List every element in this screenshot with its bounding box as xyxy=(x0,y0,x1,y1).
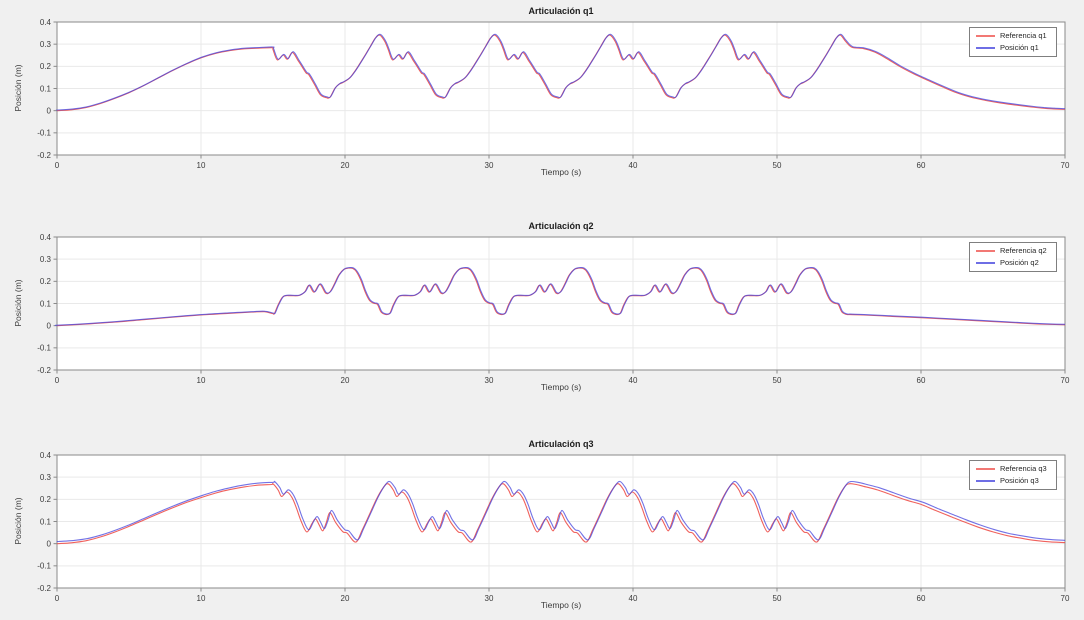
x-tick-label: 20 xyxy=(341,376,350,385)
x-tick-label: 20 xyxy=(341,594,350,603)
legend-q1: Referencia q1 Posición q1 xyxy=(969,27,1057,57)
x-tick-label: 0 xyxy=(55,594,60,603)
legend-line-referencia-q3 xyxy=(976,468,995,470)
y-tick-label: 0.1 xyxy=(40,517,52,526)
legend-line-referencia-q1 xyxy=(976,35,995,37)
y-tick-label: -0.1 xyxy=(37,344,51,353)
y-axis-label-q2: Posición (m) xyxy=(13,279,23,327)
y-tick-label: 0 xyxy=(47,539,52,548)
series-path-posicion xyxy=(56,480,1066,543)
x-tick-label: 60 xyxy=(917,161,926,170)
x-tick-label: 70 xyxy=(1061,594,1070,603)
x-tick-label: 40 xyxy=(629,161,638,170)
y-tick-label: 0.2 xyxy=(40,495,52,504)
chart-title-q3: Articulación q3 xyxy=(528,439,594,449)
x-axis-label-q3: Tiempo (s) xyxy=(540,600,582,610)
y-tick-label: 0.3 xyxy=(40,40,52,49)
legend-label-posicion-q3: Posición q3 xyxy=(1000,476,1039,485)
y-tick-label: -0.2 xyxy=(37,151,51,160)
x-axis-label-q1: Tiempo (s) xyxy=(540,167,582,177)
x-tick-label: 20 xyxy=(341,161,350,170)
legend-label-referencia-q2: Referencia q2 xyxy=(1000,246,1047,255)
y-tick-label: 0.4 xyxy=(40,451,52,460)
x-tick-label: 30 xyxy=(485,161,494,170)
x-tick-label: 70 xyxy=(1061,161,1070,170)
legend-item-referencia-q2: Referencia q2 xyxy=(976,246,1052,256)
y-tick-label: 0.1 xyxy=(40,299,52,308)
legend-item-posicion-q3: Posición q3 xyxy=(976,476,1052,486)
legend-item-posicion-q2: Posición q2 xyxy=(976,258,1052,268)
x-tick-label: 10 xyxy=(197,376,206,385)
x-tick-label: 10 xyxy=(197,594,206,603)
x-tick-label: 10 xyxy=(197,161,206,170)
x-tick-label: 0 xyxy=(55,376,60,385)
y-tick-label: 0 xyxy=(47,321,52,330)
legend-line-referencia-q2 xyxy=(976,250,995,252)
y-tick-label: 0.4 xyxy=(40,233,52,242)
legend-line-posicion-q1 xyxy=(976,47,995,49)
y-axis-label-q3: Posición (m) xyxy=(13,497,23,545)
legend-label-posicion-q2: Posición q2 xyxy=(1000,258,1039,267)
x-tick-label: 0 xyxy=(55,161,60,170)
chart-title-q2: Articulación q2 xyxy=(528,221,594,231)
y-tick-label: 0.1 xyxy=(40,84,52,93)
x-tick-label: 40 xyxy=(629,376,638,385)
legend-label-referencia-q1: Referencia q1 xyxy=(1000,31,1047,40)
legend-label-referencia-q3: Referencia q3 xyxy=(1000,464,1047,473)
legend-item-referencia-q1: Referencia q1 xyxy=(976,31,1052,41)
y-tick-label: 0.2 xyxy=(40,62,52,71)
x-tick-label: 70 xyxy=(1061,376,1070,385)
legend-line-posicion-q3 xyxy=(976,480,995,482)
y-tick-label: -0.1 xyxy=(37,129,51,138)
x-tick-label: 50 xyxy=(773,594,782,603)
x-tick-label: 60 xyxy=(917,376,926,385)
series-path-referencia xyxy=(56,482,1066,545)
y-tick-label: -0.2 xyxy=(37,366,51,375)
x-tick-label: 40 xyxy=(629,594,638,603)
y-tick-label: -0.1 xyxy=(37,562,51,571)
y-tick-label: 0.4 xyxy=(40,18,52,27)
y-tick-label: -0.2 xyxy=(37,584,51,593)
legend-item-referencia-q3: Referencia q3 xyxy=(976,464,1052,474)
x-tick-label: 30 xyxy=(485,594,494,603)
chart-title-q1: Articulación q1 xyxy=(528,6,594,16)
x-tick-label: 50 xyxy=(773,376,782,385)
x-axis-label-q2: Tiempo (s) xyxy=(540,382,582,392)
x-tick-label: 50 xyxy=(773,161,782,170)
y-axis-label-q1: Posición (m) xyxy=(13,64,23,112)
legend-line-posicion-q2 xyxy=(976,262,995,264)
x-tick-label: 30 xyxy=(485,376,494,385)
y-tick-label: 0.3 xyxy=(40,473,52,482)
legend-item-posicion-q1: Posición q1 xyxy=(976,43,1052,53)
series-path-posicion xyxy=(55,33,1066,111)
y-tick-label: 0.2 xyxy=(40,277,52,286)
legend-q2: Referencia q2 Posición q2 xyxy=(969,242,1057,272)
y-tick-label: 0 xyxy=(47,106,52,115)
series-path-posicion xyxy=(54,267,1066,326)
y-tick-label: 0.3 xyxy=(40,255,52,264)
legend-label-posicion-q1: Posición q1 xyxy=(1000,43,1039,52)
legend-q3: Referencia q3 Posición q3 xyxy=(969,460,1057,490)
x-tick-label: 60 xyxy=(917,594,926,603)
